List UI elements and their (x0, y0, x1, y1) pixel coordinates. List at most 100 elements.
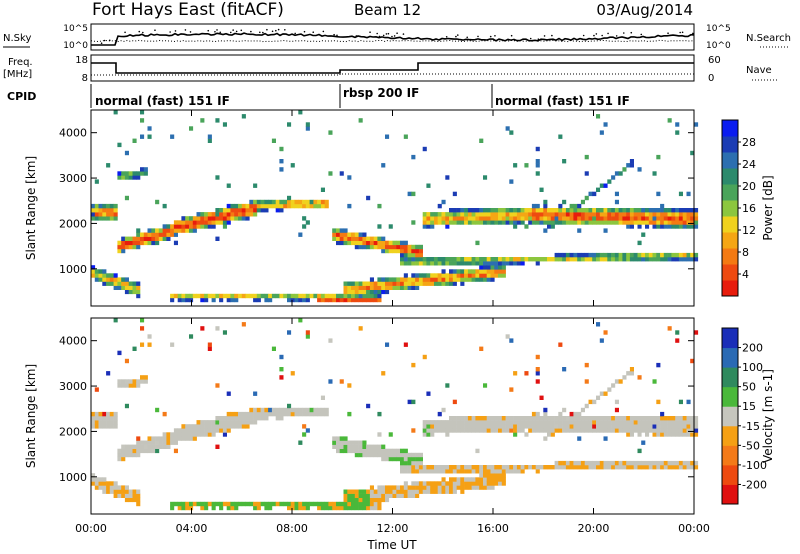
nsky-point (494, 35, 496, 37)
velocity-cell (562, 465, 567, 470)
power-cell (494, 257, 499, 262)
power-cell (558, 216, 563, 221)
power-cell (287, 203, 292, 209)
velocity-cell (271, 346, 276, 351)
power-cell (498, 216, 503, 221)
velocity-cell (351, 448, 356, 454)
power-cell (675, 212, 680, 217)
nave-label: Nave (746, 65, 772, 76)
velocity-cell (430, 465, 435, 470)
power-cell (343, 232, 348, 237)
power-cell (629, 208, 634, 213)
velocity-cell (347, 440, 352, 445)
velocity-cell (434, 469, 439, 474)
power-cell (358, 297, 363, 303)
power-cell (313, 293, 318, 299)
power-cell (434, 257, 439, 262)
velocity-cell (226, 416, 231, 421)
power-cell (434, 281, 439, 286)
velocity-cell (682, 460, 687, 466)
power-cell (426, 216, 431, 221)
power-cell (588, 252, 593, 258)
velocity-cell (464, 469, 469, 474)
velocity-cell (426, 489, 431, 494)
power-cell (430, 224, 435, 229)
velocity-cell (354, 489, 359, 494)
power-cell (550, 208, 555, 213)
power-cell (411, 154, 416, 160)
power-cell (418, 248, 423, 254)
velocity-cell (694, 428, 699, 433)
power-cell (656, 252, 661, 258)
nsky-point (607, 32, 609, 35)
power-cell (520, 216, 525, 221)
velocity-cell (309, 407, 314, 413)
velocity-cell (403, 481, 408, 486)
velocity-cell (354, 501, 359, 507)
velocity-cell (238, 501, 243, 507)
power-cell (648, 252, 653, 258)
velocity-cell (260, 411, 265, 417)
velocity-cell (287, 411, 292, 417)
velocity-cell (694, 465, 699, 470)
power-cell (109, 281, 114, 286)
power-cell (117, 248, 122, 254)
power-cell (136, 281, 141, 286)
power-cell (577, 252, 582, 258)
power-cell (554, 208, 559, 213)
velocity-cell (648, 428, 653, 433)
velocity-cell (690, 416, 695, 421)
power-cell (543, 216, 548, 221)
power-cell (437, 220, 442, 225)
cpid-segment-1: normal (fast) 151 IF (95, 94, 230, 108)
power-cell (400, 248, 405, 254)
power-cell (505, 220, 510, 225)
power-cell (611, 212, 616, 217)
colorbar-tick-label: 15 (742, 400, 756, 413)
power-cell (543, 212, 548, 217)
power-cell (509, 261, 514, 266)
velocity-cell (207, 501, 212, 507)
power-cell (279, 199, 284, 205)
freq-tick-top: 18 (75, 55, 88, 66)
velocity-cell (686, 424, 691, 429)
power-cell (452, 261, 457, 266)
power-cell (173, 224, 178, 229)
power-cell (456, 269, 461, 274)
power-cell (456, 257, 461, 262)
velocity-cell (392, 493, 397, 498)
velocity-cell (324, 407, 329, 413)
velocity-cell (607, 387, 612, 392)
power-cell (471, 220, 476, 225)
colorbar-segment (722, 152, 738, 169)
velocity-cell (660, 428, 665, 433)
velocity-cell (475, 428, 480, 433)
power-cell (479, 277, 484, 282)
power-cell (354, 293, 359, 299)
velocity-cell (531, 465, 536, 470)
velocity-cell (690, 420, 695, 425)
power-cell (580, 212, 585, 217)
power-cell (607, 252, 612, 258)
velocity-cell (494, 469, 499, 474)
velocity-cell (124, 444, 129, 449)
nsky-point (601, 34, 603, 37)
power-cell (577, 208, 582, 213)
power-cell (377, 293, 382, 299)
velocity-cell (494, 428, 499, 433)
velocity-cell (667, 416, 672, 421)
power-cell (347, 293, 352, 299)
velocity-cell (271, 407, 276, 413)
velocity-cell (136, 448, 141, 454)
velocity-cell (403, 448, 408, 454)
power-cell (173, 240, 178, 246)
velocity-cell (558, 424, 563, 429)
velocity-cell (550, 428, 555, 433)
velocity-cell (177, 436, 182, 441)
power-cell (694, 257, 699, 262)
power-cell (599, 216, 604, 221)
power-cell (385, 244, 390, 250)
velocity-cell (336, 501, 341, 507)
velocity-cell (128, 383, 133, 388)
power-cell (464, 273, 469, 278)
